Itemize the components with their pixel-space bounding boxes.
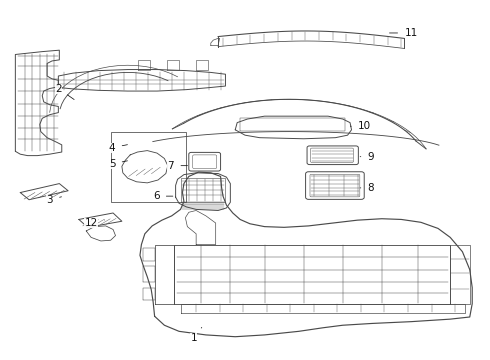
Text: 1: 1 xyxy=(191,328,202,343)
Text: 2: 2 xyxy=(55,84,74,99)
Text: 7: 7 xyxy=(168,161,188,171)
Text: 5: 5 xyxy=(109,159,127,169)
Text: 4: 4 xyxy=(109,143,127,153)
Text: 3: 3 xyxy=(46,195,62,205)
Bar xyxy=(111,132,186,202)
Text: 12: 12 xyxy=(84,218,104,228)
Text: 10: 10 xyxy=(350,121,371,131)
Text: 11: 11 xyxy=(390,28,418,38)
Text: 6: 6 xyxy=(153,191,173,201)
Text: 9: 9 xyxy=(360,152,374,162)
Text: 8: 8 xyxy=(360,183,374,193)
